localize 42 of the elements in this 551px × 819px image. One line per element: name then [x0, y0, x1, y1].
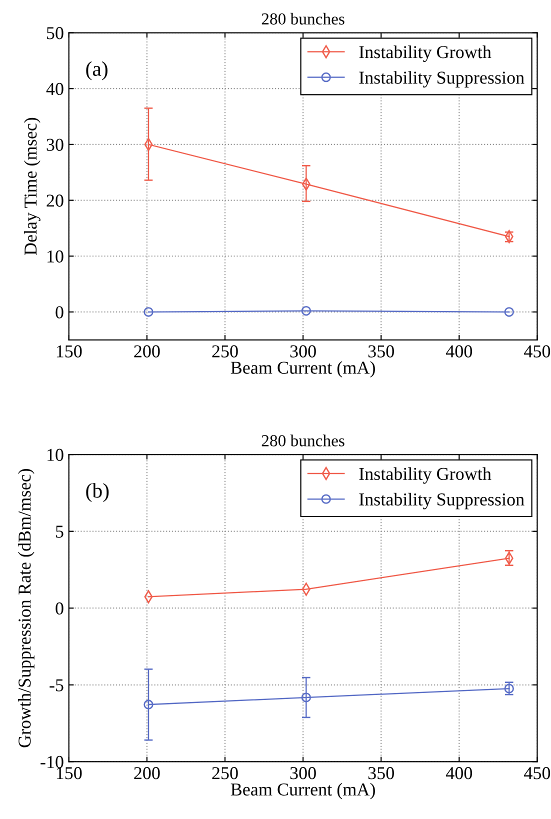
y-tick-label: 30: [46, 138, 64, 151]
point: [301, 692, 312, 702]
x-axis-title: Beam Current (mA): [230, 361, 375, 378]
y-tick-label: -5: [50, 679, 64, 692]
x-tick-label: 400: [446, 345, 472, 358]
x-tick-label: 350: [368, 767, 394, 780]
x-tick-label: 350: [368, 345, 394, 358]
legend-label: Instability Growth: [359, 467, 492, 484]
chart-title: 280 bunches: [262, 12, 344, 25]
x-tick-label: 200: [134, 345, 160, 358]
legend-label: Instability Suppression: [359, 492, 524, 510]
x-axis-title: Beam Current (mA): [230, 782, 375, 800]
y-tick-label: 50: [47, 27, 64, 40]
x-tick-label: 300: [290, 345, 316, 358]
annotation: (b): [86, 483, 109, 502]
x-tick-label: 300: [290, 767, 316, 780]
y-tick-label: 0: [56, 602, 64, 615]
legend-label: Instability Growth: [359, 46, 492, 62]
y-tick-label: 10: [48, 250, 64, 263]
x-tick-label: 450: [524, 767, 550, 780]
x-tick-label: 400: [446, 767, 472, 780]
chart-title: 280 bunches: [262, 434, 344, 446]
y-axis-title: Growth/Suppression Rate (dBm/msec): [18, 468, 34, 748]
point: [144, 307, 154, 317]
x-tick-label: 250: [212, 767, 238, 780]
y-tick-label: 10: [48, 448, 64, 461]
x-tick-label: 450: [524, 345, 550, 358]
point: [504, 307, 514, 317]
y-tick-label: 20: [46, 194, 64, 207]
y-tick-label: 40: [46, 82, 64, 96]
legend-label: Instability Suppression: [359, 71, 524, 88]
x-tick-label: 150: [56, 345, 82, 358]
y-tick-label: 0: [56, 306, 64, 318]
annotation: (a): [86, 61, 108, 80]
x-tick-label: 250: [212, 345, 238, 358]
point: [144, 700, 154, 710]
y-tick-label: -10: [40, 756, 64, 768]
point: [301, 306, 312, 316]
y-tick-label: 5: [56, 526, 64, 538]
x-tick-label: 150: [56, 767, 82, 780]
x-tick-label: 200: [134, 767, 160, 780]
y-axis-title: Delay Time (msec): [24, 118, 40, 256]
